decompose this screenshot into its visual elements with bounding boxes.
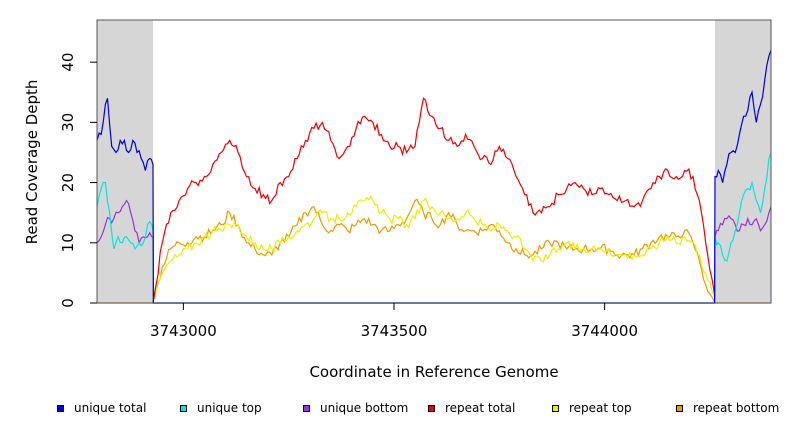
x-axis-title: Coordinate in Reference Genome: [309, 363, 558, 381]
legend-label: repeat total: [445, 401, 516, 415]
y-axis-title: Read Coverage Depth: [23, 80, 41, 245]
legend-label: unique top: [197, 401, 262, 415]
legend-label: repeat top: [569, 401, 632, 415]
x-tick-label-0: 3743000: [150, 322, 217, 340]
x-axis: 3743000 3743500 3744000: [150, 303, 638, 340]
legend-label: unique bottom: [320, 401, 409, 415]
legend-item-unique-top: unique top: [180, 401, 262, 415]
legend-item-repeat-top: repeat top: [552, 401, 632, 415]
y-tick-label-4: 40: [59, 53, 77, 72]
y-tick-label-2: 20: [59, 173, 77, 192]
legend-swatch: [428, 404, 435, 412]
legend-label: repeat bottom: [693, 401, 780, 415]
x-tick-label-1: 3743500: [361, 322, 428, 340]
series-unique-bottom: [96, 199, 772, 304]
legend-swatch: [552, 404, 559, 412]
legend-item-unique-total: unique total: [57, 401, 146, 415]
y-axis: 0 10 20 30 40: [59, 53, 97, 308]
shaded-region-1: [714, 20, 771, 303]
plot-frame: [96, 19, 772, 304]
legend: unique total unique top unique bottom repea…: [0, 396, 792, 422]
series-repeat-total: [152, 97, 716, 304]
x-tick-label-2: 3744000: [571, 322, 638, 340]
shaded-region-0: [97, 20, 154, 303]
legend-item-repeat-total: repeat total: [428, 401, 515, 415]
legend-swatch: [180, 404, 187, 412]
legend-swatch: [57, 404, 64, 412]
legend-swatch: [303, 404, 310, 412]
flank-shading: [97, 20, 771, 303]
legend-swatch: [676, 404, 683, 412]
legend-label: unique total: [74, 401, 147, 415]
legend-item-unique-bottom: unique bottom: [303, 401, 408, 415]
series-repeat-top: [152, 195, 716, 304]
y-tick-label-1: 10: [59, 233, 77, 252]
coverage-chart: 3743000 3743500 3744000 0 10 20 30 40 Coordina…: [23, 19, 772, 381]
series-repeat-bottom: [97, 198, 771, 304]
y-tick-label-3: 30: [59, 113, 77, 132]
legend-item-repeat-bottom: repeat bottom: [676, 401, 779, 415]
series-layer: [96, 49, 772, 304]
y-tick-label-0: 0: [59, 298, 77, 308]
